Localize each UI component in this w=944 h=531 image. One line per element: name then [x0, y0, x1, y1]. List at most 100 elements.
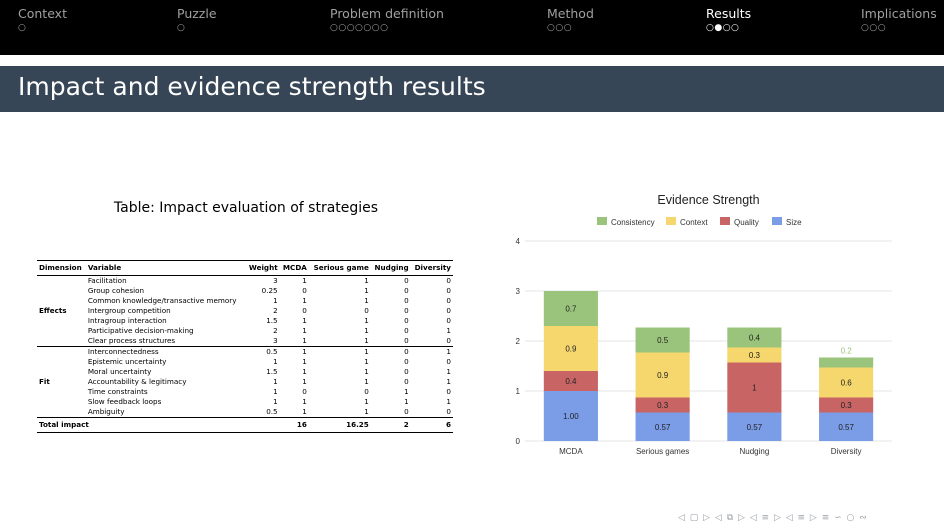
variable-cell: Epistemic uncertainty	[87, 357, 167, 366]
dimension-cell	[37, 367, 86, 377]
value-cell: 3	[273, 276, 278, 285]
legend-label: Size	[786, 218, 802, 227]
value-cell: 0	[446, 286, 451, 295]
variable-cell: Moral uncertainty	[87, 367, 152, 376]
data-label: 0.7	[565, 305, 577, 314]
table-row: Epistemic uncertainty 1 1 1 0 0	[37, 357, 453, 367]
column-header: MCDA	[279, 260, 309, 276]
nav-section-label[interactable]: Puzzle	[177, 6, 217, 21]
nav-section-dots[interactable]: ○○○○○○○	[330, 23, 389, 33]
value-cell: 2	[273, 306, 278, 315]
dimension-cell	[37, 397, 86, 407]
x-tick-label: Serious games	[636, 447, 689, 456]
table-row: Fit Accountability & legitimacy 1 1 1 0 1	[37, 377, 453, 387]
value-cell: 0	[404, 306, 409, 315]
value-cell: 1	[364, 347, 369, 356]
y-tick-label: 1	[516, 387, 521, 396]
nav-section-puzzle[interactable]: Puzzle ○	[177, 6, 217, 34]
value-cell: 1	[446, 326, 451, 335]
bar-segment-size	[635, 412, 690, 441]
nav-section-problem-definition[interactable]: Problem definition ○○○○○○○	[330, 6, 444, 34]
dimension-cell	[37, 357, 86, 367]
data-label: 0.5	[657, 336, 669, 345]
value-cell: 0	[446, 316, 451, 325]
dimension-cell	[37, 286, 86, 296]
bar-segment-context	[635, 352, 690, 398]
value-cell: 0	[404, 296, 409, 305]
variable-cell: Slow feedback loops	[87, 397, 162, 406]
value-cell: 2	[273, 326, 278, 335]
impact-table: Dimension Variable Weight MCDA Serious game N…	[37, 260, 453, 433]
dimension-cell	[37, 316, 86, 326]
variable-cell: Time constraints	[87, 387, 148, 396]
nav-section-label[interactable]: Method	[547, 6, 594, 21]
total-value: 16	[279, 417, 309, 433]
value-cell: 1	[302, 316, 307, 325]
value-cell: 1	[446, 377, 451, 386]
variable-cell: Intragroup interaction	[87, 316, 167, 325]
slide-navigation-controls[interactable]: ◁ ▢ ▷ ◁ ⧉ ▷ ◁ ≡ ▷ ◁ ≡ ▷ ≡ ∽ ○ ∾	[678, 513, 868, 523]
y-tick-label: 2	[516, 337, 521, 346]
x-tick-label: Nudging	[739, 447, 769, 456]
legend-label: Consistency	[611, 218, 655, 227]
value-cell: 1.5	[266, 316, 278, 325]
bar-segment-size	[543, 391, 598, 441]
value-cell: 1	[364, 397, 369, 406]
value-cell: 1	[364, 357, 369, 366]
y-tick-label: 0	[516, 437, 521, 446]
total-value: 6	[410, 417, 453, 433]
nav-section-context[interactable]: Context ○	[18, 6, 67, 34]
data-label: 0.2	[841, 347, 853, 356]
nav-section-label[interactable]: Context	[18, 6, 67, 21]
nav-section-implications[interactable]: Implications ○○○	[861, 6, 937, 34]
nav-section-label[interactable]: Implications	[861, 6, 937, 21]
table-row: Time constraints 1 0 0 1 0	[37, 387, 453, 397]
column-header: Dimension	[37, 260, 86, 276]
variable-cell: Common knowledge/transactive memory	[87, 296, 237, 305]
x-tick-label: MCDA	[559, 447, 583, 456]
data-label: 0.6	[841, 379, 853, 388]
data-label: 0.3	[657, 401, 669, 410]
bar-segment-quality	[727, 362, 782, 413]
value-cell: 0	[364, 306, 369, 315]
value-cell: 0	[446, 357, 451, 366]
table-row: Effects Intergroup competition 2 0 0 0 0	[37, 306, 453, 316]
value-cell: 1	[302, 377, 307, 386]
value-cell: 0	[404, 326, 409, 335]
value-cell: 1	[446, 397, 451, 406]
nav-section-method[interactable]: Method ○○○	[547, 6, 594, 34]
nav-section-dots[interactable]: ○	[18, 23, 27, 33]
bar-segment-quality	[819, 397, 874, 413]
value-cell: 0	[370, 336, 411, 347]
nav-section-dots[interactable]: ○	[177, 23, 186, 33]
y-tick-label: 4	[516, 237, 521, 246]
bar-segment-consistency	[819, 357, 874, 368]
variable-cell: Group cohesion	[87, 286, 145, 295]
total-label: Total impact	[37, 417, 246, 433]
table-row: Intragroup interaction 1.5 1 1 0 0	[37, 316, 453, 326]
value-cell: 0	[404, 316, 409, 325]
value-cell: 3	[245, 336, 280, 347]
value-cell: 0.5	[266, 347, 278, 356]
bar-segment-context	[543, 326, 598, 371]
evidence-strength-chart: Evidence Strength Consistency Context Quali…	[516, 193, 892, 456]
value-cell: 0	[410, 336, 453, 347]
dimension-cell	[37, 326, 86, 336]
value-cell: 1	[273, 387, 278, 396]
nav-section-dots[interactable]: ○○○	[861, 23, 887, 33]
value-cell: 0	[404, 357, 409, 366]
dimension-cell	[37, 387, 86, 397]
nav-section-label[interactable]: Problem definition	[330, 6, 444, 21]
nav-section-label[interactable]: Results	[706, 6, 752, 21]
value-cell: 1	[364, 316, 369, 325]
section-navigation: Context ○ Puzzle ○ Problem definition ○○○○○○○…	[0, 0, 944, 55]
nav-section-dots[interactable]: ○○○	[547, 23, 573, 33]
nav-section-dots[interactable]: ○●○○	[706, 23, 740, 33]
value-cell: 1	[404, 397, 409, 406]
value-cell: 1	[273, 357, 278, 366]
total-weight-cell	[245, 417, 280, 433]
value-cell: 1	[273, 296, 278, 305]
bar-segment-consistency	[543, 291, 598, 326]
value-cell: 0	[404, 367, 409, 376]
nav-section-results[interactable]: Results ○●○○	[706, 6, 751, 34]
